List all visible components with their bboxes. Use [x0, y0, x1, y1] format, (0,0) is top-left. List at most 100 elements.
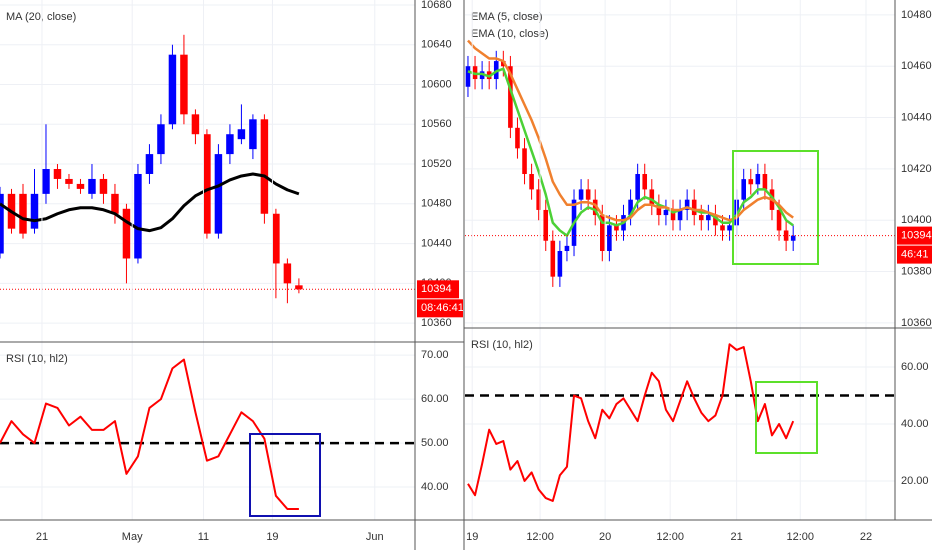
x-tick-label: May [122, 531, 143, 543]
candle-body [272, 213, 280, 264]
candle-body [465, 66, 471, 87]
x-tick-label: 20 [599, 531, 611, 543]
candle-body [741, 179, 746, 200]
y-tick-label: 40.00 [421, 481, 449, 493]
candle-body [564, 245, 570, 252]
candle-body [522, 148, 527, 175]
x-tick-label: 19 [466, 531, 478, 543]
y-tick-label: 10440 [901, 111, 932, 123]
y-tick-label: 10440 [421, 237, 452, 249]
candle-body [260, 119, 269, 214]
candle-body [614, 225, 619, 231]
candle-body [145, 154, 154, 174]
y-tick-label: 60.00 [421, 393, 449, 405]
candle-body [529, 174, 534, 190]
x-tick-label: 12:00 [786, 531, 814, 543]
candle-body [713, 215, 718, 226]
highlight-box [755, 381, 818, 454]
legend-entry: EMA (5, close) [471, 11, 543, 23]
candle-body [656, 204, 662, 216]
candle-body [628, 199, 633, 216]
price-tag [897, 226, 932, 245]
candle-body [168, 54, 177, 125]
candle-body [642, 174, 648, 190]
y-tick-label: 60.00 [901, 361, 929, 373]
candle-body [515, 127, 520, 149]
candle-body [42, 169, 50, 194]
candle-body [295, 285, 303, 290]
y-tick-label: 10680 [421, 0, 452, 11]
indicator-line [467, 343, 795, 502]
candle-body [720, 225, 725, 231]
candle-body [30, 193, 39, 229]
countdown-label: 46:41 [901, 249, 929, 261]
candle-body [684, 199, 690, 210]
candle-body [727, 225, 732, 231]
candle-body [649, 189, 655, 205]
highlight-box [249, 433, 321, 517]
countdown-tag [897, 245, 932, 264]
y-tick-label: 10640 [421, 39, 452, 51]
candle-body [214, 154, 223, 234]
candle-body [536, 189, 541, 210]
candle-body [111, 193, 119, 214]
candle-body [698, 215, 704, 221]
candle-body [65, 178, 73, 184]
x-tick-label: 11 [198, 531, 209, 543]
indicator-line [0, 172, 300, 233]
candle-body [134, 173, 142, 259]
y-tick-label: 10420 [901, 163, 932, 175]
candle-body [762, 174, 768, 190]
highlight-box [732, 150, 819, 265]
indicator-line [0, 358, 299, 511]
candle-body [88, 178, 96, 194]
y-tick-label: 70.00 [421, 349, 449, 361]
x-tick-label: 21 [36, 531, 48, 543]
y-tick-label: 10480 [421, 198, 452, 210]
legend-entry: RSI (10, hl2) [6, 353, 68, 365]
candle-body [157, 124, 165, 155]
candle-body [237, 129, 246, 140]
candle-body [755, 174, 761, 185]
price-tag [417, 280, 459, 299]
indicator-line [467, 67, 794, 237]
candle-body [203, 134, 211, 234]
candle-body [99, 178, 108, 194]
candle-body [53, 169, 62, 179]
price-tag-label: 10394 [421, 283, 452, 295]
y-tick-label: 10360 [901, 317, 932, 329]
y-tick-label: 10380 [901, 265, 932, 277]
candle-body [677, 209, 683, 221]
x-tick-label: 12:00 [656, 531, 684, 543]
candle-body [508, 66, 513, 128]
candle-body [748, 179, 754, 185]
countdown-tag [417, 299, 463, 318]
candle-body [790, 235, 796, 241]
y-tick-label: 10520 [421, 158, 452, 170]
countdown-label: 08:46:41 [421, 302, 464, 314]
candle-body [543, 209, 549, 241]
y-tick-label: 40.00 [901, 418, 929, 430]
y-tick-label: 10560 [421, 118, 452, 130]
candle-body [191, 114, 200, 135]
x-tick-label: 19 [266, 531, 278, 543]
x-tick-label: 22 [860, 531, 872, 543]
candle-body [249, 119, 257, 150]
candle-body [706, 215, 711, 221]
price-tag-label: 10394 [901, 230, 932, 242]
y-tick-label: 50.00 [421, 437, 449, 449]
candle-body [550, 240, 556, 277]
legend-entry: RSI (10, hl2) [471, 339, 533, 351]
candle-body [585, 189, 591, 200]
y-tick-label: 10400 [901, 214, 932, 226]
candle-body [635, 174, 640, 200]
candle-body [592, 199, 598, 216]
candle-body [557, 251, 563, 277]
x-tick-label: Jun [366, 531, 384, 543]
candle-body [776, 209, 782, 231]
y-tick-label: 10360 [421, 317, 452, 329]
candle-body [122, 208, 131, 259]
